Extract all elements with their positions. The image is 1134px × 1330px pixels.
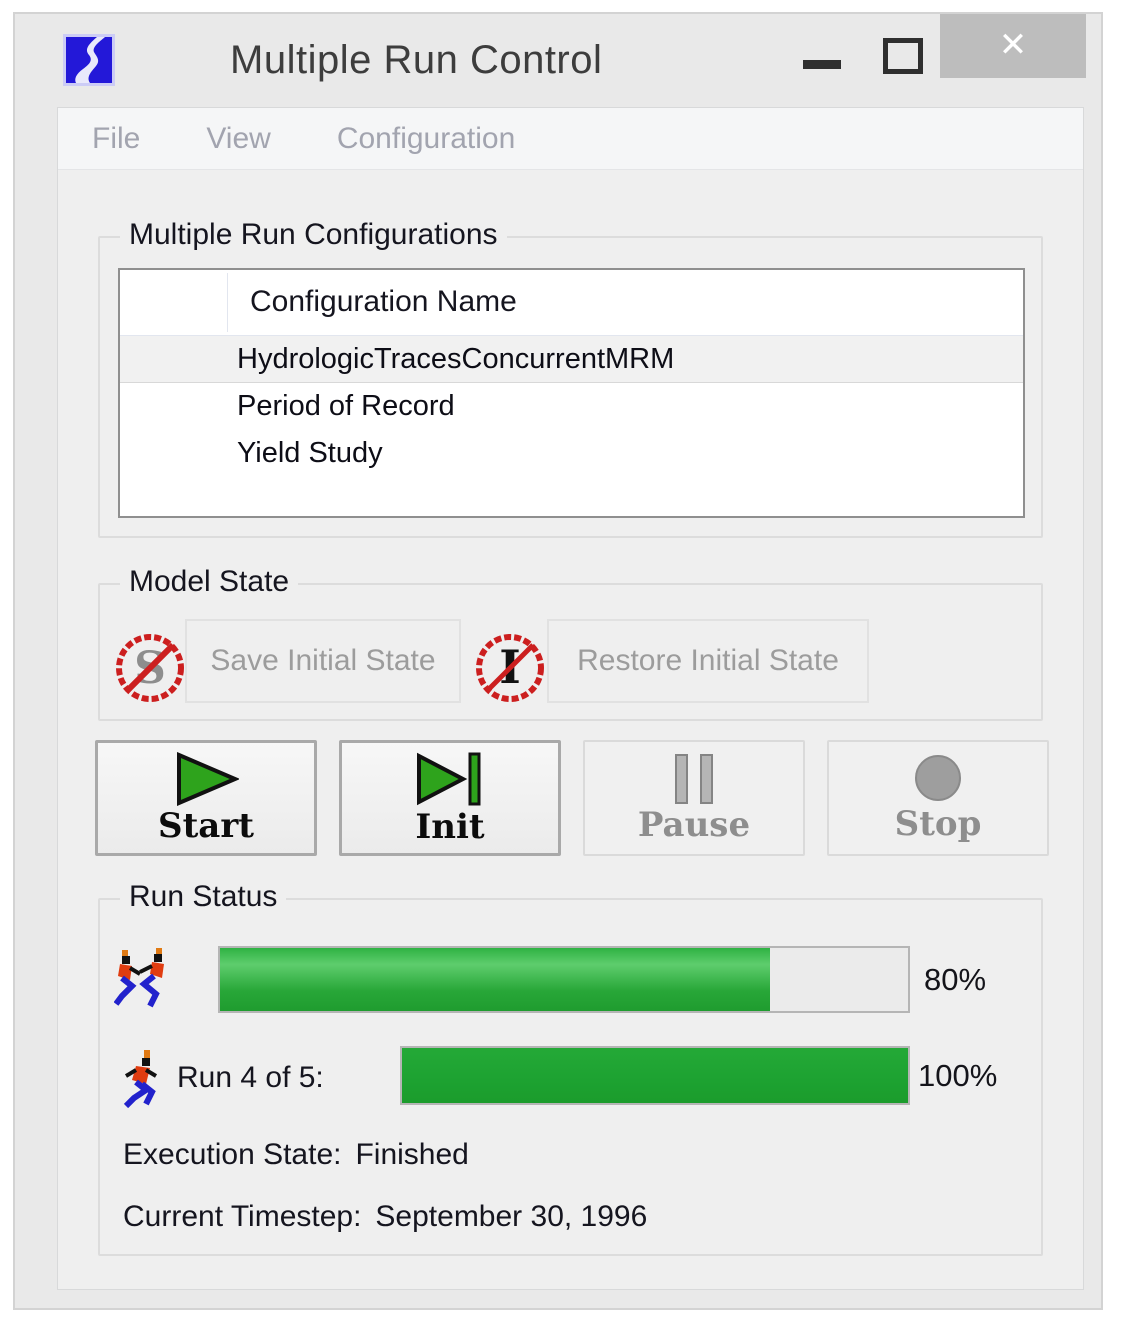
table-row[interactable]: Yield Study <box>120 430 1023 477</box>
menu-configuration[interactable]: Configuration <box>336 121 516 155</box>
pause-button[interactable]: Pause <box>583 740 805 856</box>
start-button[interactable]: Start <box>95 740 317 856</box>
window-title: Multiple Run Control <box>230 38 603 82</box>
configurations-groupbox: Multiple Run Configurations Configuratio… <box>98 218 1043 538</box>
run-count-label: Run 4 of 5: <box>177 1061 324 1094</box>
column-divider <box>227 273 228 332</box>
model-state-groupbox-title: Model State <box>120 565 299 599</box>
close-button[interactable]: ✕ <box>940 14 1086 78</box>
current-timestep-line: Current Timestep: September 30, 1996 <box>123 1200 647 1234</box>
execution-state-label: Execution State: <box>123 1138 342 1171</box>
run-progress-bar <box>400 1046 910 1105</box>
run-status-groupbox: Run Status 80% <box>98 880 1043 1256</box>
init-step-icon <box>417 752 481 806</box>
multiple-runners-icon <box>114 948 164 1008</box>
stop-button[interactable]: Stop <box>827 740 1049 856</box>
overall-progress-fill <box>220 948 771 1011</box>
overall-progress-bar <box>218 946 910 1013</box>
menu-view[interactable]: View <box>206 121 271 155</box>
init-button[interactable]: Init <box>339 740 561 856</box>
current-timestep-value: September 30, 1996 <box>375 1200 648 1233</box>
table-row[interactable]: Period of Record <box>120 383 1023 430</box>
table-header[interactable]: Configuration Name <box>120 270 1023 336</box>
configurations-groupbox-title: Multiple Run Configurations <box>120 218 507 252</box>
run-status-groupbox-title: Run Status <box>120 880 287 914</box>
execution-state-value: Finished <box>355 1138 469 1171</box>
restore-initial-state-button[interactable]: Restore Initial State <box>547 619 869 703</box>
no-restore-state-icon: I <box>476 634 544 702</box>
table-row[interactable]: HydrologicTracesConcurrentMRM <box>120 336 1023 383</box>
main-panel: File View Configuration Multiple Run Con… <box>57 107 1084 1290</box>
stop-icon <box>915 754 961 801</box>
maximize-button[interactable] <box>883 38 923 74</box>
save-initial-state-button[interactable]: Save Initial State <box>185 619 461 703</box>
execution-state-line: Execution State: Finished <box>123 1138 469 1172</box>
multiple-run-control-window: Multiple Run Control ✕ File View Configu… <box>13 12 1103 1310</box>
menu-bar: File View Configuration <box>58 108 1083 170</box>
run-progress-percent: 100% <box>918 1058 998 1093</box>
start-flag-icon <box>177 752 239 806</box>
stop-button-label: Stop <box>894 803 982 844</box>
overall-progress-percent: 80% <box>924 962 987 997</box>
menu-file[interactable]: File <box>92 121 141 155</box>
pause-icon <box>675 753 713 805</box>
minimize-button[interactable] <box>803 60 841 69</box>
model-state-groupbox: Model State S Save Initial State I Resto… <box>98 565 1043 721</box>
no-save-state-icon: S <box>116 634 184 702</box>
current-timestep-label: Current Timestep: <box>123 1200 362 1233</box>
run-progress-fill <box>402 1048 908 1103</box>
start-button-label: Start <box>158 806 254 846</box>
init-button-label: Init <box>415 807 485 847</box>
riverware-logo-icon <box>63 34 115 86</box>
configurations-table[interactable]: Configuration Name HydrologicTracesConcu… <box>118 268 1025 518</box>
configuration-name-column-header[interactable]: Configuration Name <box>250 285 517 318</box>
single-runner-icon <box>123 1050 158 1108</box>
pause-button-label: Pause <box>637 805 751 845</box>
